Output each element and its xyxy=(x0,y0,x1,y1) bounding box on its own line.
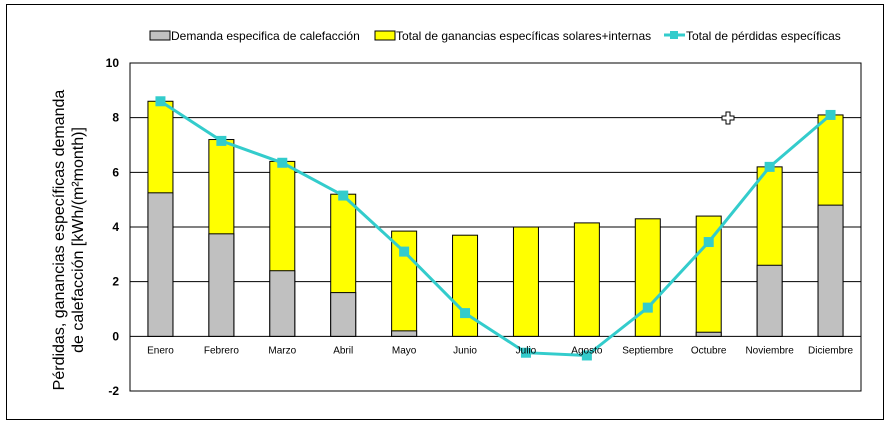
x-category-label: Junio xyxy=(453,345,477,356)
point-perdidas xyxy=(155,96,166,107)
point-perdidas xyxy=(338,190,349,201)
y-tick-label: 2 xyxy=(112,275,119,289)
point-perdidas xyxy=(216,135,227,146)
y-tick-label: 4 xyxy=(112,220,119,234)
y-tick-labels: 10 8 6 4 2 0 -2 xyxy=(106,56,120,398)
line-perdidas xyxy=(159,100,832,358)
bar-demanda xyxy=(391,330,418,337)
bar-demanda xyxy=(208,233,235,337)
x-category-label: Julio xyxy=(516,345,537,356)
legend-label-ganancias: Total de ganancias específicas solares+i… xyxy=(396,29,651,43)
point-perdidas xyxy=(581,350,592,361)
y-axis-label-line1: Pérdidas, ganancias específicas demanda xyxy=(51,90,68,391)
x-category-label: Agosto xyxy=(571,345,603,356)
y-tick-label: 6 xyxy=(112,165,119,179)
bar-ganancias xyxy=(634,218,661,337)
bar-ganancias xyxy=(573,222,600,337)
bars xyxy=(147,100,844,337)
x-category-label: Febrero xyxy=(204,345,239,356)
point-perdidas xyxy=(277,157,288,168)
line-series xyxy=(155,96,836,361)
y-tick-label: 10 xyxy=(106,56,120,70)
x-category-labels: Enero Febrero Marzo Abril Mayo Junio Julio Agos… xyxy=(147,345,853,356)
y-tick-label: 0 xyxy=(112,329,119,343)
legend-label-demanda: Demanda especifica de calefacción xyxy=(171,29,360,43)
x-category-label: Noviembre xyxy=(745,345,794,356)
bar-ganancias xyxy=(452,234,479,337)
bar-demanda xyxy=(147,192,174,337)
x-category-label: Diciembre xyxy=(808,345,853,356)
legend-marker-perdidas xyxy=(670,31,678,39)
point-perdidas xyxy=(764,161,775,172)
cursor-icon xyxy=(721,111,735,125)
bar-demanda xyxy=(695,331,722,337)
y-axis-label-line2: de calefacción [kWh/(m²month)] xyxy=(70,127,87,353)
x-category-label: Enero xyxy=(147,345,174,356)
gridlines xyxy=(130,117,861,337)
point-perdidas xyxy=(520,347,531,358)
legend-swatch-ganancias xyxy=(374,30,396,41)
point-perdidas xyxy=(703,237,714,248)
x-category-label: Marzo xyxy=(268,345,296,356)
legend-swatch-demanda xyxy=(149,30,171,41)
bar-demanda xyxy=(756,264,783,337)
point-perdidas xyxy=(642,302,653,313)
x-category-label: Mayo xyxy=(392,345,417,356)
point-perdidas xyxy=(825,109,836,120)
x-category-label: Octubre xyxy=(691,345,727,356)
x-category-label: Abril xyxy=(333,345,353,356)
y-tick-label: 8 xyxy=(112,111,119,125)
bar-demanda xyxy=(817,204,844,337)
point-perdidas xyxy=(399,246,410,257)
point-perdidas xyxy=(460,308,471,319)
legend: Demanda especifica de calefacción Total … xyxy=(149,29,841,43)
bar-demanda xyxy=(330,292,357,337)
bar-ganancias xyxy=(512,226,539,337)
y-tick-label: -2 xyxy=(108,384,119,398)
legend-label-perdidas: Total de pérdidas específicas xyxy=(686,29,841,43)
x-category-label: Septiembre xyxy=(622,345,674,356)
bar-ganancias xyxy=(695,215,722,337)
bar-demanda xyxy=(269,270,296,337)
